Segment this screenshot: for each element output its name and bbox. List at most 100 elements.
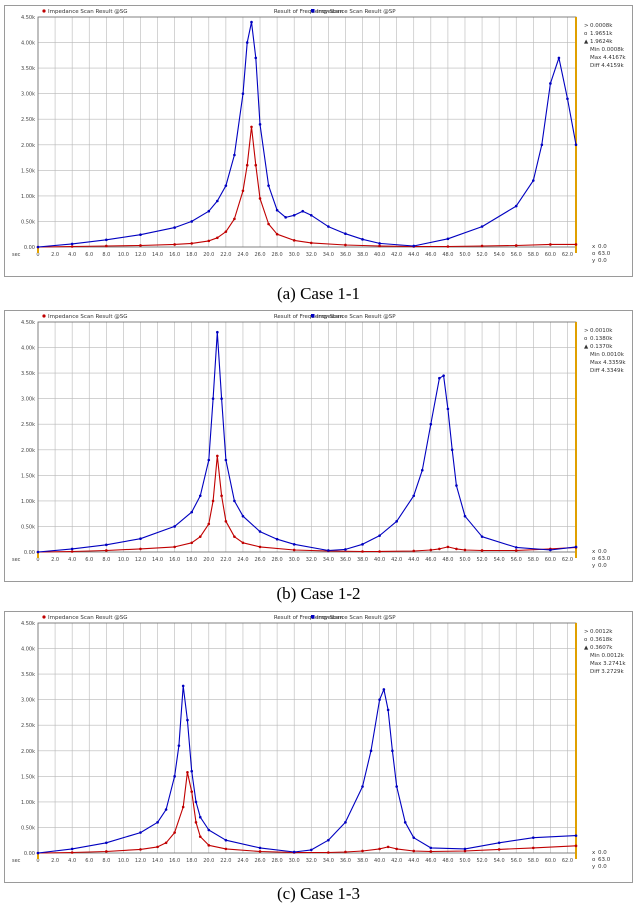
x-tick-label: 34.0 bbox=[323, 557, 334, 563]
y-tick-label: 2.50k bbox=[21, 723, 35, 729]
x-tick-label: 46.0 bbox=[425, 252, 436, 258]
data-point-sg bbox=[250, 125, 253, 129]
data-point-sp bbox=[420, 468, 424, 472]
data-point-sp bbox=[344, 548, 347, 551]
data-point-sg bbox=[438, 547, 441, 551]
info-value: 0.1370k bbox=[590, 344, 613, 350]
data-point-sg bbox=[254, 163, 258, 167]
x-tick-label: 52.0 bbox=[476, 252, 487, 258]
data-point-sg bbox=[549, 243, 552, 246]
data-point-sp bbox=[164, 808, 168, 811]
data-point-sp bbox=[292, 543, 296, 546]
x-tick-label: 6.0 bbox=[85, 858, 93, 864]
data-point-sg bbox=[344, 243, 347, 247]
y-tick-label: 4.00k bbox=[21, 647, 35, 653]
data-point-sp bbox=[258, 530, 262, 533]
data-point-sg bbox=[216, 454, 219, 458]
x-tick-label: 28.0 bbox=[272, 252, 283, 258]
x-tick-label: 56.0 bbox=[511, 252, 522, 258]
cursor-value: 0.0 bbox=[598, 244, 607, 250]
info-icon: > bbox=[584, 328, 589, 334]
info-value: Max 3.2741k bbox=[590, 661, 626, 667]
data-point-sp bbox=[207, 828, 211, 832]
x-tick-label: 58.0 bbox=[528, 858, 539, 864]
data-point-sp bbox=[514, 204, 518, 208]
data-point-sg bbox=[574, 844, 578, 848]
data-point-sp bbox=[216, 199, 219, 203]
data-point-sp bbox=[378, 242, 381, 245]
x-tick-label: 0 bbox=[36, 252, 39, 258]
data-point-sg bbox=[245, 163, 249, 167]
data-point-sp bbox=[344, 821, 347, 824]
data-point-sg bbox=[139, 244, 142, 247]
cursor-icon: x bbox=[592, 549, 596, 555]
x-tick-label: 38.0 bbox=[357, 557, 368, 563]
data-point-sg bbox=[463, 548, 467, 552]
x-tick-label: 10.0 bbox=[118, 252, 129, 258]
data-point-sg bbox=[258, 850, 262, 853]
data-point-sp bbox=[220, 397, 223, 400]
x-tick-label: 28.0 bbox=[272, 557, 283, 563]
data-point-sg bbox=[455, 547, 458, 551]
y-tick-label: 3.50k bbox=[21, 66, 35, 72]
legend-marker-sp bbox=[311, 314, 315, 318]
data-point-sg bbox=[344, 850, 347, 854]
legend-label-sp: Impedance Scan Result @SP bbox=[317, 615, 396, 621]
data-point-sp bbox=[190, 510, 194, 514]
data-point-sp bbox=[566, 97, 569, 101]
legend-label-sg: Impedance Scan Result @SG bbox=[48, 615, 127, 621]
x-tick-label: 62.0 bbox=[562, 858, 573, 864]
x-tick-label: 44.0 bbox=[408, 858, 419, 864]
data-point-sg bbox=[241, 189, 245, 193]
data-point-sp bbox=[429, 846, 433, 850]
data-point-sp bbox=[207, 209, 211, 213]
data-point-sp bbox=[480, 225, 484, 228]
data-point-sg bbox=[446, 245, 450, 248]
info-value: 0.1380k bbox=[590, 336, 613, 342]
data-point-sp bbox=[463, 847, 467, 851]
x-tick-label: 38.0 bbox=[357, 252, 368, 258]
info-icon: > bbox=[584, 23, 589, 29]
data-point-sp bbox=[532, 836, 535, 839]
data-point-sp bbox=[412, 836, 416, 839]
data-point-sp bbox=[514, 546, 518, 549]
data-point-sp bbox=[361, 543, 364, 546]
data-point-sg bbox=[105, 244, 108, 248]
cursor-value: 0.0 bbox=[598, 563, 607, 569]
data-point-sg bbox=[574, 243, 578, 246]
cursor-value: 63.0 bbox=[598, 556, 611, 562]
info-value: 0.3607k bbox=[590, 645, 613, 651]
x-tick-label: 20.0 bbox=[203, 858, 214, 864]
data-point-sg bbox=[70, 851, 74, 854]
data-point-sg bbox=[429, 548, 433, 552]
x-tick-label: 30.0 bbox=[289, 858, 300, 864]
data-point-sp bbox=[250, 20, 253, 24]
x-tick-label: 18.0 bbox=[186, 557, 197, 563]
data-point-sp bbox=[378, 534, 381, 537]
y-tick-label: 2.50k bbox=[21, 117, 35, 123]
data-point-sp bbox=[190, 769, 194, 773]
data-point-sg bbox=[395, 847, 398, 851]
cursor-value: 63.0 bbox=[598, 857, 611, 863]
chart-frame bbox=[4, 611, 633, 883]
data-point-sg bbox=[194, 821, 198, 824]
data-point-sg bbox=[514, 244, 518, 247]
data-point-sg bbox=[292, 548, 296, 552]
data-point-sp bbox=[207, 458, 211, 462]
data-point-sp bbox=[36, 851, 40, 855]
y-tick-label: 1.50k bbox=[21, 168, 35, 174]
cursor-icon: y bbox=[592, 864, 596, 870]
x-tick-label: 22.0 bbox=[220, 557, 231, 563]
info-value: 0.3618k bbox=[590, 637, 613, 643]
data-point-sp bbox=[574, 143, 578, 147]
cursor-marker-right bbox=[575, 322, 577, 558]
y-tick-label: 2.50k bbox=[21, 422, 35, 428]
data-point-sp bbox=[233, 153, 236, 157]
data-point-sp bbox=[198, 494, 202, 498]
data-point-sg bbox=[156, 845, 159, 849]
x-tick-label: 50.0 bbox=[459, 252, 470, 258]
data-point-sg bbox=[267, 222, 270, 226]
cursor-value: 0.0 bbox=[598, 864, 607, 870]
y-tick-label: 1.00k bbox=[21, 800, 35, 806]
data-point-sg bbox=[198, 535, 202, 538]
